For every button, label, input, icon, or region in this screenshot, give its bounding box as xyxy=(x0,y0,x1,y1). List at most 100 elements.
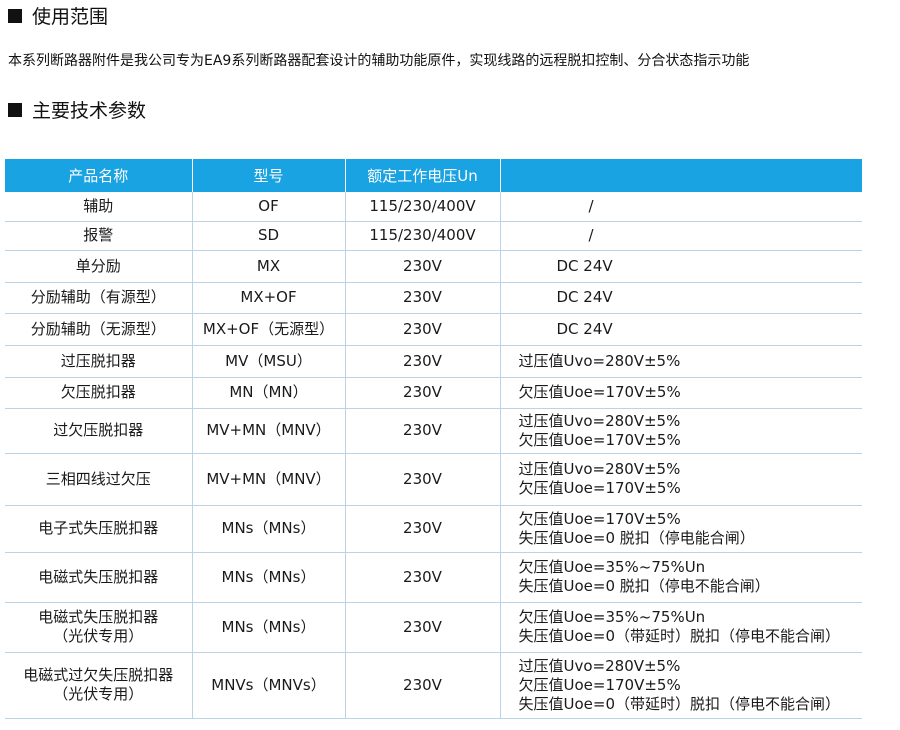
product-name-cell: 分励辅助（无源型） xyxy=(5,313,193,346)
model-cell: MNs（MNs） xyxy=(192,602,346,653)
voltage-cell: 230V xyxy=(345,282,501,314)
note-text: / xyxy=(588,196,594,215)
voltage-cell: 230V xyxy=(345,313,501,346)
voltage-cell: 230V xyxy=(345,408,501,454)
product-name-text: （光伏专用） xyxy=(53,685,144,703)
header-product-name: 产品名称 xyxy=(5,159,193,192)
usage-description: 本系列断路器附件是我公司专为EA9系列断路器配套设计的辅助功能原件，实现线路的远… xyxy=(8,53,750,69)
note-cell: / xyxy=(500,221,862,251)
spec-table: 产品名称 型号 额定工作电压Un 辅助 OF 115/230/400V / 报警 SD 11… xyxy=(5,159,862,719)
product-name-cell: 电磁式失压脱扣器 xyxy=(5,552,193,603)
product-name-cell: 报警 xyxy=(5,221,193,251)
header-note xyxy=(500,159,862,192)
note-text: 欠压值Uoe=170V±5% xyxy=(518,675,681,694)
product-name-cell: 三相四线过欠压 xyxy=(5,453,193,506)
note-text: 欠压值Uoe=170V±5% xyxy=(518,479,681,497)
model-cell: MN（MN） xyxy=(192,377,346,409)
note-text: 过压值Uvo=280V±5% xyxy=(518,351,681,370)
note-text: 欠压值Uoe=35%~75%Un xyxy=(518,558,706,576)
voltage-cell: 230V xyxy=(345,652,501,719)
model-cell: MV（MSU） xyxy=(192,345,346,378)
voltage-cell: 230V xyxy=(345,377,501,409)
model-cell: MV+MN（MNV） xyxy=(192,408,346,454)
product-name-cell: 过压脱扣器 xyxy=(5,345,193,378)
product-name-cell: 过欠压脱扣器 xyxy=(5,408,193,454)
voltage-cell: 230V xyxy=(345,453,501,506)
product-name-text: 电子式失压脱扣器 xyxy=(38,519,159,537)
note-text: 失压值Uoe=0（带延时）脱扣（停电不能合闸） xyxy=(518,627,841,645)
table-row: 电磁式失压脱扣器 MNs（MNs） 230V 欠压值Uoe=35%~75%Un 失压值U… xyxy=(5,552,862,603)
product-name-cell: 电磁式过欠失压脱扣器 （光伏专用） xyxy=(5,652,193,719)
note-text: 失压值Uoe=0 脱扣（停电能合闸） xyxy=(518,528,755,547)
note-cell: 过压值Uvo=280V±5% 欠压值Uoe=170V±5% 失压值Uoe=0（带延时… xyxy=(500,652,862,719)
product-name-text: 电磁式失压脱扣器 xyxy=(38,567,159,586)
note-cell: DC 24V xyxy=(500,313,862,346)
voltage-cell: 230V xyxy=(345,552,501,603)
note-cell: 过压值Uvo=280V±5% xyxy=(500,345,862,378)
note-cell: 欠压值Uoe=35%~75%Un 失压值Uoe=0 脱扣（停电不能合闸） xyxy=(500,552,862,603)
product-name-text: 过压脱扣器 xyxy=(60,351,136,370)
table-row: 电子式失压脱扣器 MNs（MNs） 230V 欠压值Uoe=170V±5% 失压值Uoe… xyxy=(5,505,862,553)
table-row: 单分励 MX 230V DC 24V xyxy=(5,250,862,283)
model-cell: MX xyxy=(192,250,346,283)
table-row: 报警 SD 115/230/400V / xyxy=(5,221,862,251)
note-text: 欠压值Uoe=170V±5% xyxy=(518,383,681,401)
params-section-title: 主要技术参数 xyxy=(8,96,146,123)
note-cell: 过压值Uvo=280V±5% 欠压值Uoe=170V±5% xyxy=(500,408,862,454)
voltage-cell: 115/230/400V xyxy=(345,221,501,251)
product-name-text: （光伏专用） xyxy=(53,627,144,645)
model-cell: MX+OF xyxy=(192,282,346,314)
table-row: 分励辅助（有源型） MX+OF 230V DC 24V xyxy=(5,282,862,314)
header-model: 型号 xyxy=(192,159,346,192)
note-text: 欠压值Uoe=35%~75%Un xyxy=(518,608,706,626)
table-row: 电磁式失压脱扣器 （光伏专用） MNs（MNs） 230V 欠压值Uoe=35%~75%… xyxy=(5,602,862,653)
table-row: 三相四线过欠压 MV+MN（MNV） 230V 过压值Uvo=280V±5% 欠压值Uo… xyxy=(5,453,862,506)
note-text: 失压值Uoe=0（带延时）脱扣（停电不能合闸） xyxy=(518,694,841,713)
model-cell: MX+OF（无源型） xyxy=(192,313,346,346)
table-row: 欠压脱扣器 MN（MN） 230V 欠压值Uoe=170V±5% xyxy=(5,377,862,409)
note-text: 过压值Uvo=280V±5% xyxy=(518,656,681,675)
product-name-text: 单分励 xyxy=(75,256,121,275)
product-name-text: 电磁式过欠失压脱扣器 xyxy=(23,666,174,684)
product-name-cell: 欠压脱扣器 xyxy=(5,377,193,409)
note-text: DC 24V xyxy=(556,256,613,275)
usage-title-text: 使用范围 xyxy=(32,6,109,28)
note-cell: / xyxy=(500,192,862,222)
note-text: 过压值Uvo=280V±5% xyxy=(518,460,681,478)
product-name-text: 三相四线过欠压 xyxy=(45,469,151,488)
model-cell: MNs（MNs） xyxy=(192,505,346,553)
model-cell: MNVs（MNVs） xyxy=(192,652,346,719)
note-cell: DC 24V xyxy=(500,250,862,283)
table-body: 辅助 OF 115/230/400V / 报警 SD 115/230/400V / 单分励 MX 2… xyxy=(5,192,862,719)
note-text: DC 24V xyxy=(556,288,613,306)
note-text: DC 24V xyxy=(556,319,613,338)
table-header-row: 产品名称 型号 额定工作电压Un xyxy=(5,159,862,192)
model-cell: SD xyxy=(192,221,346,251)
table-row: 过压脱扣器 MV（MSU） 230V 过压值Uvo=280V±5% xyxy=(5,345,862,378)
params-title-text: 主要技术参数 xyxy=(32,100,147,122)
note-text: 失压值Uoe=0 脱扣（停电不能合闸） xyxy=(518,577,770,595)
note-text: 欠压值Uoe=170V±5% xyxy=(518,509,681,528)
usage-section-title: 使用范围 xyxy=(8,2,108,29)
voltage-cell: 115/230/400V xyxy=(345,192,501,222)
square-bullet-icon xyxy=(8,102,22,117)
table-row: 辅助 OF 115/230/400V / xyxy=(5,192,862,222)
product-name-cell: 电磁式失压脱扣器 （光伏专用） xyxy=(5,602,193,653)
model-cell: MV+MN（MNV） xyxy=(192,453,346,506)
voltage-cell: 230V xyxy=(345,250,501,283)
note-text: 过压值Uvo=280V±5% xyxy=(518,411,681,430)
product-name-text: 过欠压脱扣器 xyxy=(53,421,144,439)
voltage-cell: 230V xyxy=(345,505,501,553)
note-text: 欠压值Uoe=170V±5% xyxy=(518,430,681,449)
product-name-cell: 辅助 xyxy=(5,192,193,222)
table-row: 分励辅助（无源型） MX+OF（无源型） 230V DC 24V xyxy=(5,313,862,346)
model-cell: OF xyxy=(192,192,346,222)
note-cell: DC 24V xyxy=(500,282,862,314)
note-cell: 欠压值Uoe=35%~75%Un 失压值Uoe=0（带延时）脱扣（停电不能合闸） xyxy=(500,602,862,653)
voltage-cell: 230V xyxy=(345,345,501,378)
note-cell: 欠压值Uoe=170V±5% 失压值Uoe=0 脱扣（停电能合闸） xyxy=(500,505,862,553)
header-voltage: 额定工作电压Un xyxy=(345,159,501,192)
product-name-cell: 分励辅助（有源型） xyxy=(5,282,193,314)
model-cell: MNs（MNs） xyxy=(192,552,346,603)
product-name-text: 分励辅助（无源型） xyxy=(30,319,166,338)
